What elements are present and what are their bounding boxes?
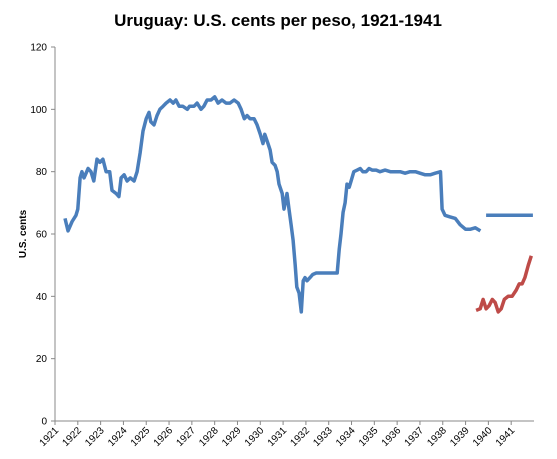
- x-tick-label: 1928: [197, 425, 221, 449]
- x-tick-label: 1930: [243, 425, 267, 449]
- x-tick-label: 1921: [38, 425, 62, 449]
- x-tick-label: 1934: [334, 425, 358, 449]
- chart-title: Uruguay: U.S. cents per peso, 1921-1941: [114, 11, 442, 30]
- y-tick-label: 20: [36, 354, 48, 365]
- x-tick-label: 1929: [220, 425, 244, 449]
- series-line: [475, 255, 533, 314]
- x-tick-label: 1937: [403, 425, 427, 449]
- x-tick-label: 1933: [311, 425, 335, 449]
- y-axis-label: U.S. cents: [18, 209, 29, 258]
- y-tick-label: 60: [36, 230, 48, 241]
- x-tick-label: 1941: [494, 425, 518, 449]
- x-tick-label: 1938: [425, 425, 449, 449]
- x-tick-label: 1939: [448, 425, 472, 449]
- x-tick-label: 1940: [471, 425, 495, 449]
- series-line: [63, 95, 533, 314]
- x-tick-label: 1925: [129, 425, 153, 449]
- y-tick-label: 40: [36, 292, 48, 303]
- x-tick-label: 1931: [266, 425, 290, 449]
- x-tick-label: 1932: [289, 425, 313, 449]
- x-tick-label: 1923: [83, 425, 107, 449]
- x-tick-label: 1924: [106, 425, 130, 449]
- x-tick-label: 1936: [380, 425, 404, 449]
- y-tick-label: 0: [41, 417, 47, 428]
- x-tick-label: 1926: [152, 425, 176, 449]
- x-tick-label: 1935: [357, 425, 381, 449]
- y-tick-label: 100: [30, 105, 47, 116]
- y-tick-label: 120: [30, 43, 47, 54]
- x-tick-label: 1922: [60, 425, 84, 449]
- x-tick-label: 1927: [174, 425, 198, 449]
- y-tick-label: 80: [36, 167, 48, 178]
